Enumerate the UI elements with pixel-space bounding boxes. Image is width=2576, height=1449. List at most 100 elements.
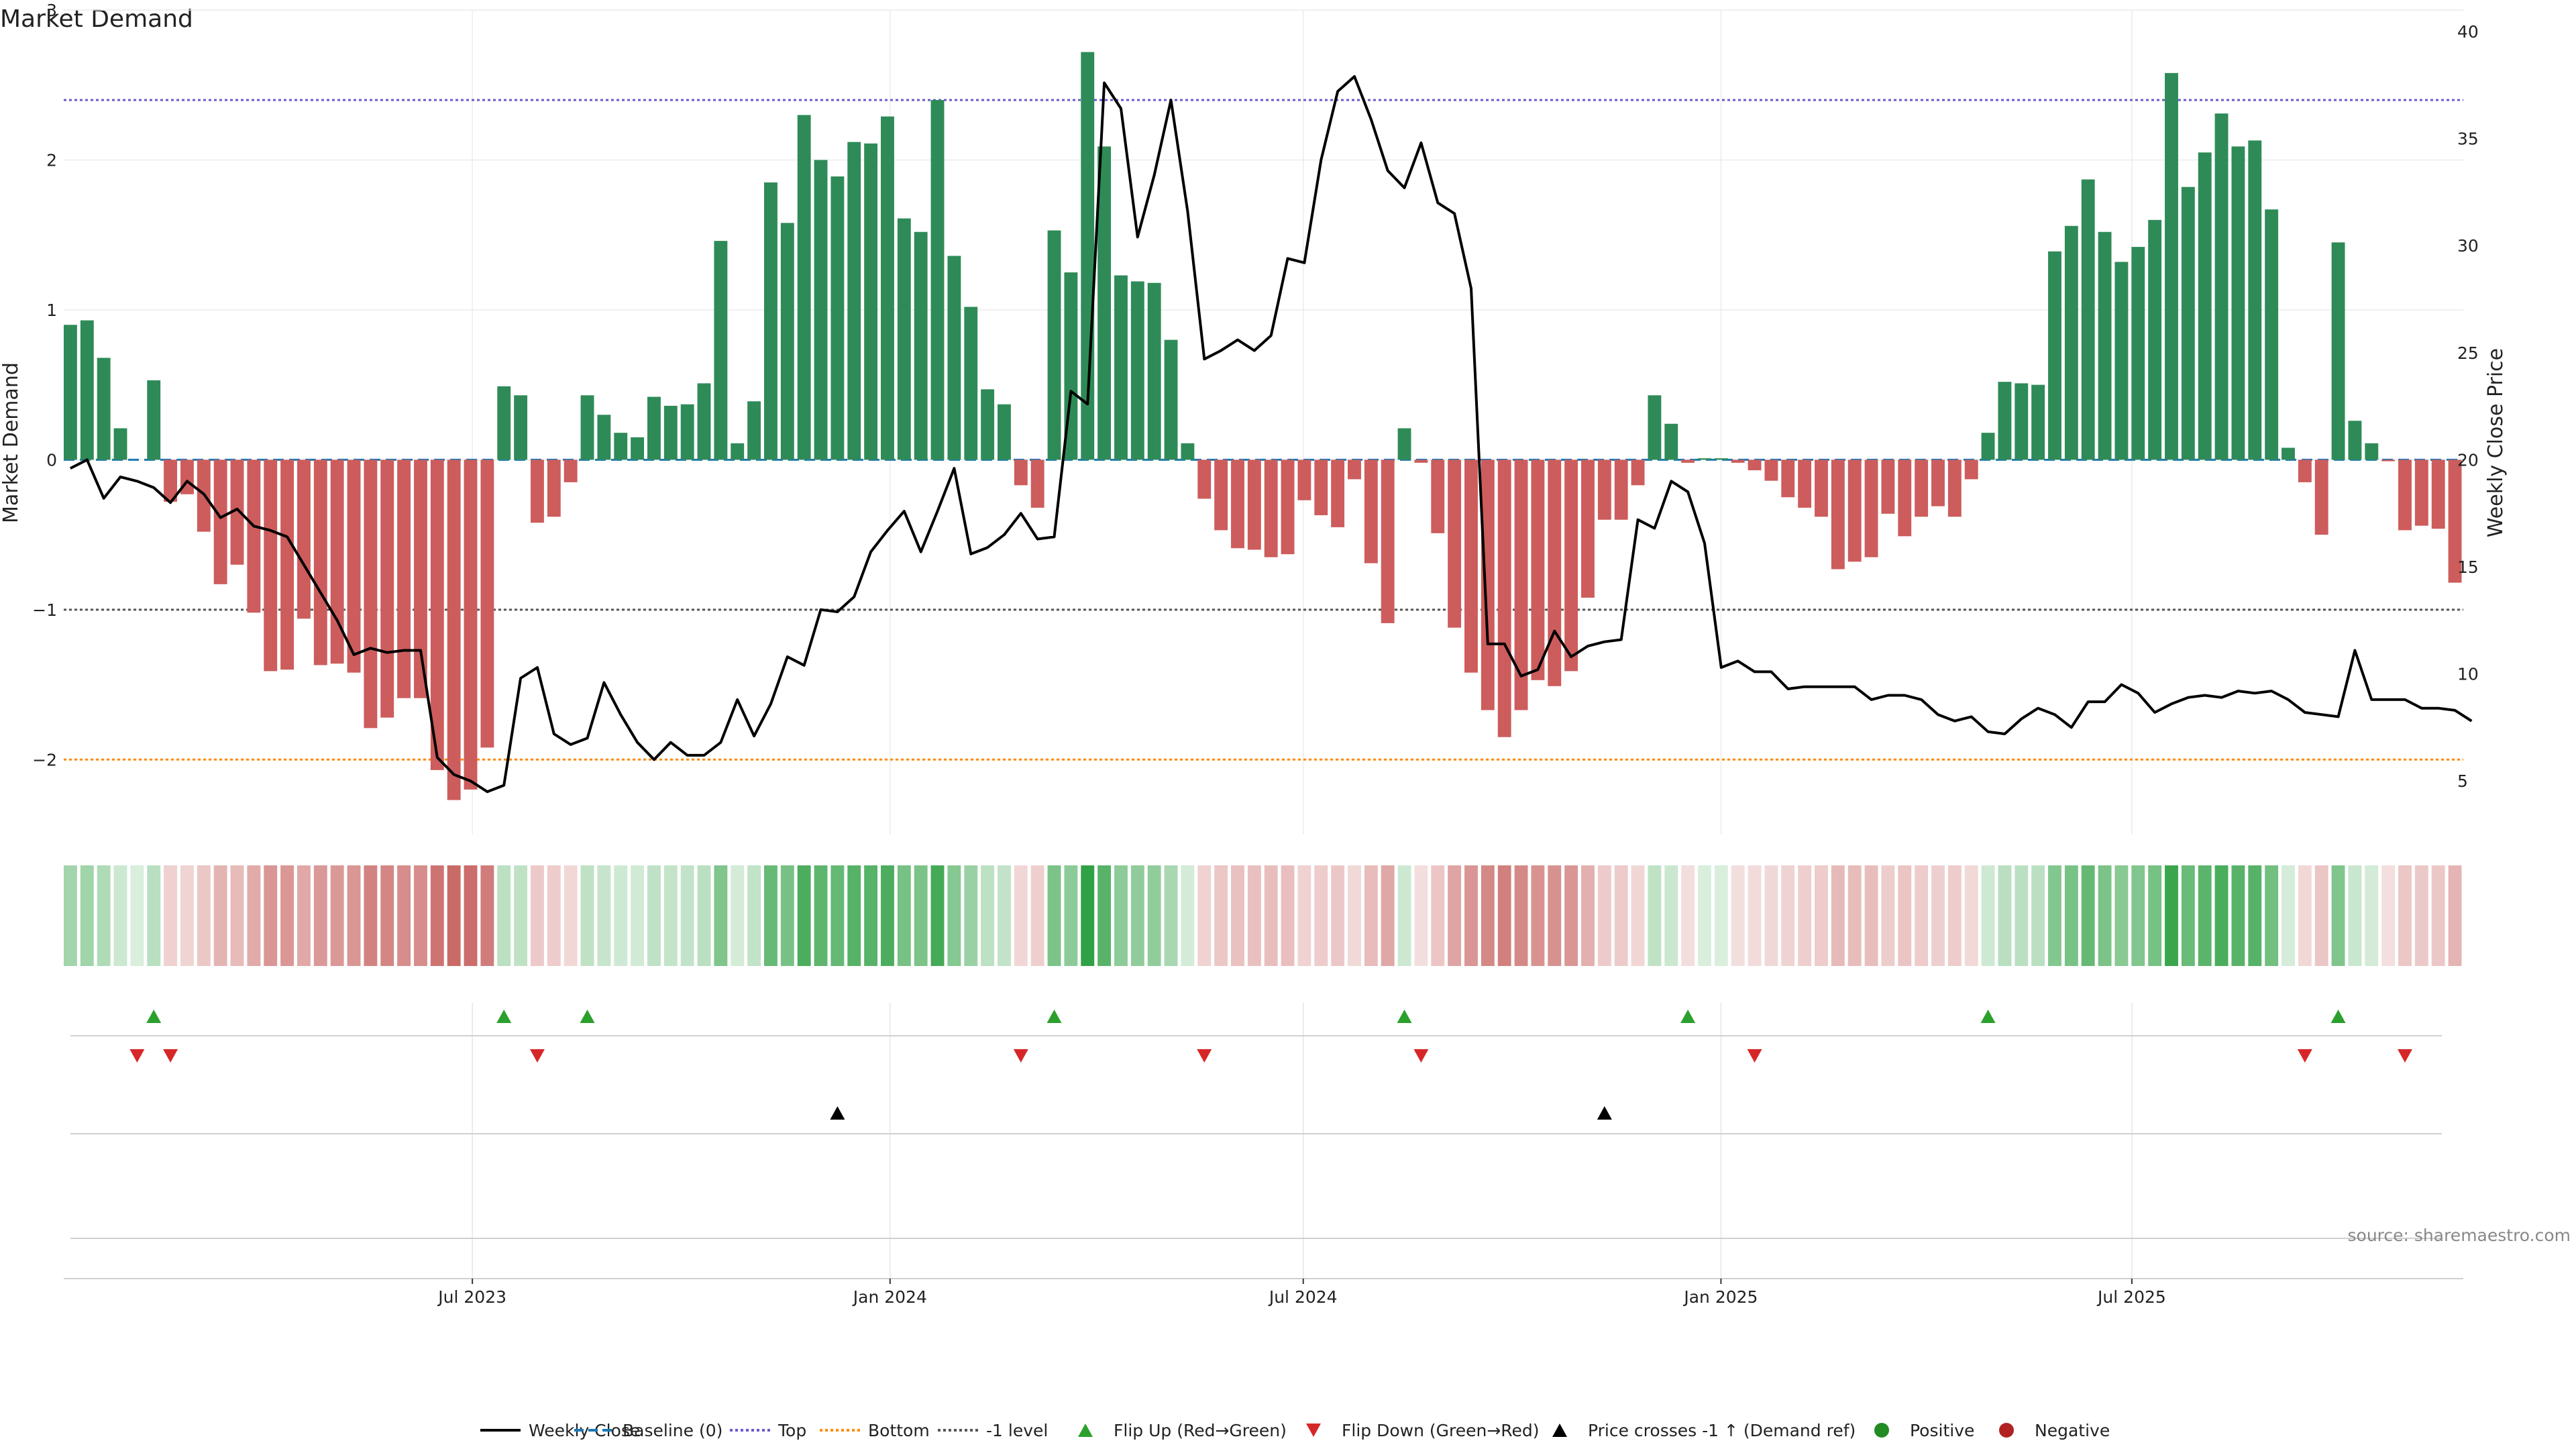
event-panels [70, 1010, 2442, 1239]
demand-heat-cell [597, 865, 611, 966]
demand-heat-cell [580, 865, 594, 966]
demand-heat-cell [2265, 865, 2279, 966]
flip-up-marker [146, 1010, 162, 1023]
flip-down-marker [129, 1049, 145, 1063]
demand-heat-cell [2031, 865, 2045, 966]
demand-heat-cell [1431, 865, 1445, 966]
demand-heat-cell [1614, 865, 1628, 966]
demand-heat-cell [881, 865, 894, 966]
demand-heat-cell [531, 865, 544, 966]
demand-heat-cell [930, 865, 945, 966]
demand-heat-cell [1081, 865, 1095, 966]
demand-heat-cell [264, 865, 278, 966]
demand-bar [1847, 460, 1862, 562]
demand-heat-cell [2448, 865, 2462, 966]
y2-tick-label: 35 [2457, 129, 2479, 149]
legend-label: Flip Down (Green→Red) [1342, 1421, 1540, 1440]
demand-heat-cell [814, 865, 828, 966]
demand-bar [914, 231, 928, 460]
x-tick-label: Jul 2024 [1268, 1287, 1338, 1307]
demand-bar [2198, 152, 2212, 460]
demand-bar [1264, 460, 1278, 557]
demand-heat-cell [514, 865, 528, 966]
demand-heat-cell [1414, 865, 1428, 966]
demand-heat-cell [1831, 865, 1845, 966]
demand-heat-cell [364, 865, 378, 966]
demand-heat-cell [1147, 865, 1161, 966]
demand-bar [764, 182, 777, 460]
demand-heat-cell [1331, 865, 1345, 966]
y-tick-label: 3 [46, 1, 57, 20]
demand-heat-cell [1281, 865, 1295, 966]
x-tick-label: Jul 2023 [437, 1287, 506, 1307]
y-tick-label: 2 [46, 150, 57, 170]
demand-bar [1947, 460, 1962, 517]
flip-up-marker [1980, 1010, 1996, 1023]
y2-tick-label: 30 [2457, 236, 2479, 256]
demand-bar [230, 460, 244, 565]
price-cross-marker [1597, 1106, 1612, 1120]
demand-bar [1431, 460, 1445, 533]
demand-heat-cell [1197, 865, 1212, 966]
demand-bar [1631, 460, 1645, 486]
demand-heat-cell [947, 865, 961, 966]
demand-bar [1331, 460, 1345, 527]
demand-heat-cell [1864, 865, 1878, 966]
flip-up-marker [580, 1010, 595, 1023]
legend-swatch-triangle-down [1306, 1424, 1321, 1437]
demand-heat-cell [1181, 865, 1195, 966]
demand-heat-cell [1781, 865, 1795, 966]
demand-bar [1364, 460, 1378, 564]
demand-heat-cell [647, 865, 661, 966]
demand-heat-cell [1114, 865, 1128, 966]
y2-tick-label: 40 [2457, 22, 2479, 42]
demand-heat-cell [897, 865, 911, 966]
demand-bar [1698, 458, 1711, 460]
demand-heat-cell [313, 865, 327, 966]
demand-heat-cell [2348, 865, 2362, 966]
demand-heat-cell [2248, 865, 2262, 966]
demand-bar [2064, 225, 2078, 460]
demand-heat-cell [680, 865, 694, 966]
demand-bar [531, 460, 544, 523]
demand-heat-cell [197, 865, 211, 966]
demand-heat-cell [2214, 865, 2229, 966]
demand-bar [881, 116, 894, 460]
demand-bar [2114, 262, 2129, 460]
demand-heat-cell [113, 865, 127, 966]
demand-bar [1397, 428, 1411, 460]
legend-label: Flip Up (Red→Green) [1114, 1421, 1287, 1440]
y-tick-label: 0 [46, 450, 57, 470]
legend-label: Weekly Close [529, 1421, 640, 1440]
demand-bar [113, 428, 127, 460]
demand-bar [430, 460, 444, 770]
demand-heat-cell [464, 865, 478, 966]
demand-heat-cell [64, 865, 77, 966]
demand-bar [497, 386, 511, 460]
demand-bar [97, 358, 111, 460]
demand-heat-cell [380, 865, 394, 966]
demand-heat-cell [1364, 865, 1378, 966]
legend-swatch-circle [1999, 1423, 2014, 1438]
y-tick-label: −2 [32, 750, 57, 769]
demand-bar [964, 307, 978, 460]
demand-heat-cell [1714, 865, 1728, 966]
demand-bar [1297, 460, 1311, 500]
demand-bar [397, 460, 411, 698]
demand-heat-cell [2231, 865, 2245, 966]
demand-bar [464, 460, 478, 790]
demand-heat-cell [2431, 865, 2445, 966]
demand-bar [1898, 460, 1912, 537]
demand-heat-cell [747, 865, 761, 966]
demand-bar [1881, 460, 1895, 514]
demand-heat-cell [847, 865, 861, 966]
demand-heat-cell [780, 865, 794, 966]
demand-bar [2148, 219, 2162, 460]
demand-bar [580, 395, 594, 460]
demand-bar [1481, 460, 1495, 710]
demand-heat-cell [764, 865, 777, 966]
demand-heat-cell [1231, 865, 1244, 966]
legend-label: Top [777, 1421, 806, 1440]
demand-heat-cell [447, 865, 461, 966]
demand-heat-cell [2282, 865, 2295, 966]
